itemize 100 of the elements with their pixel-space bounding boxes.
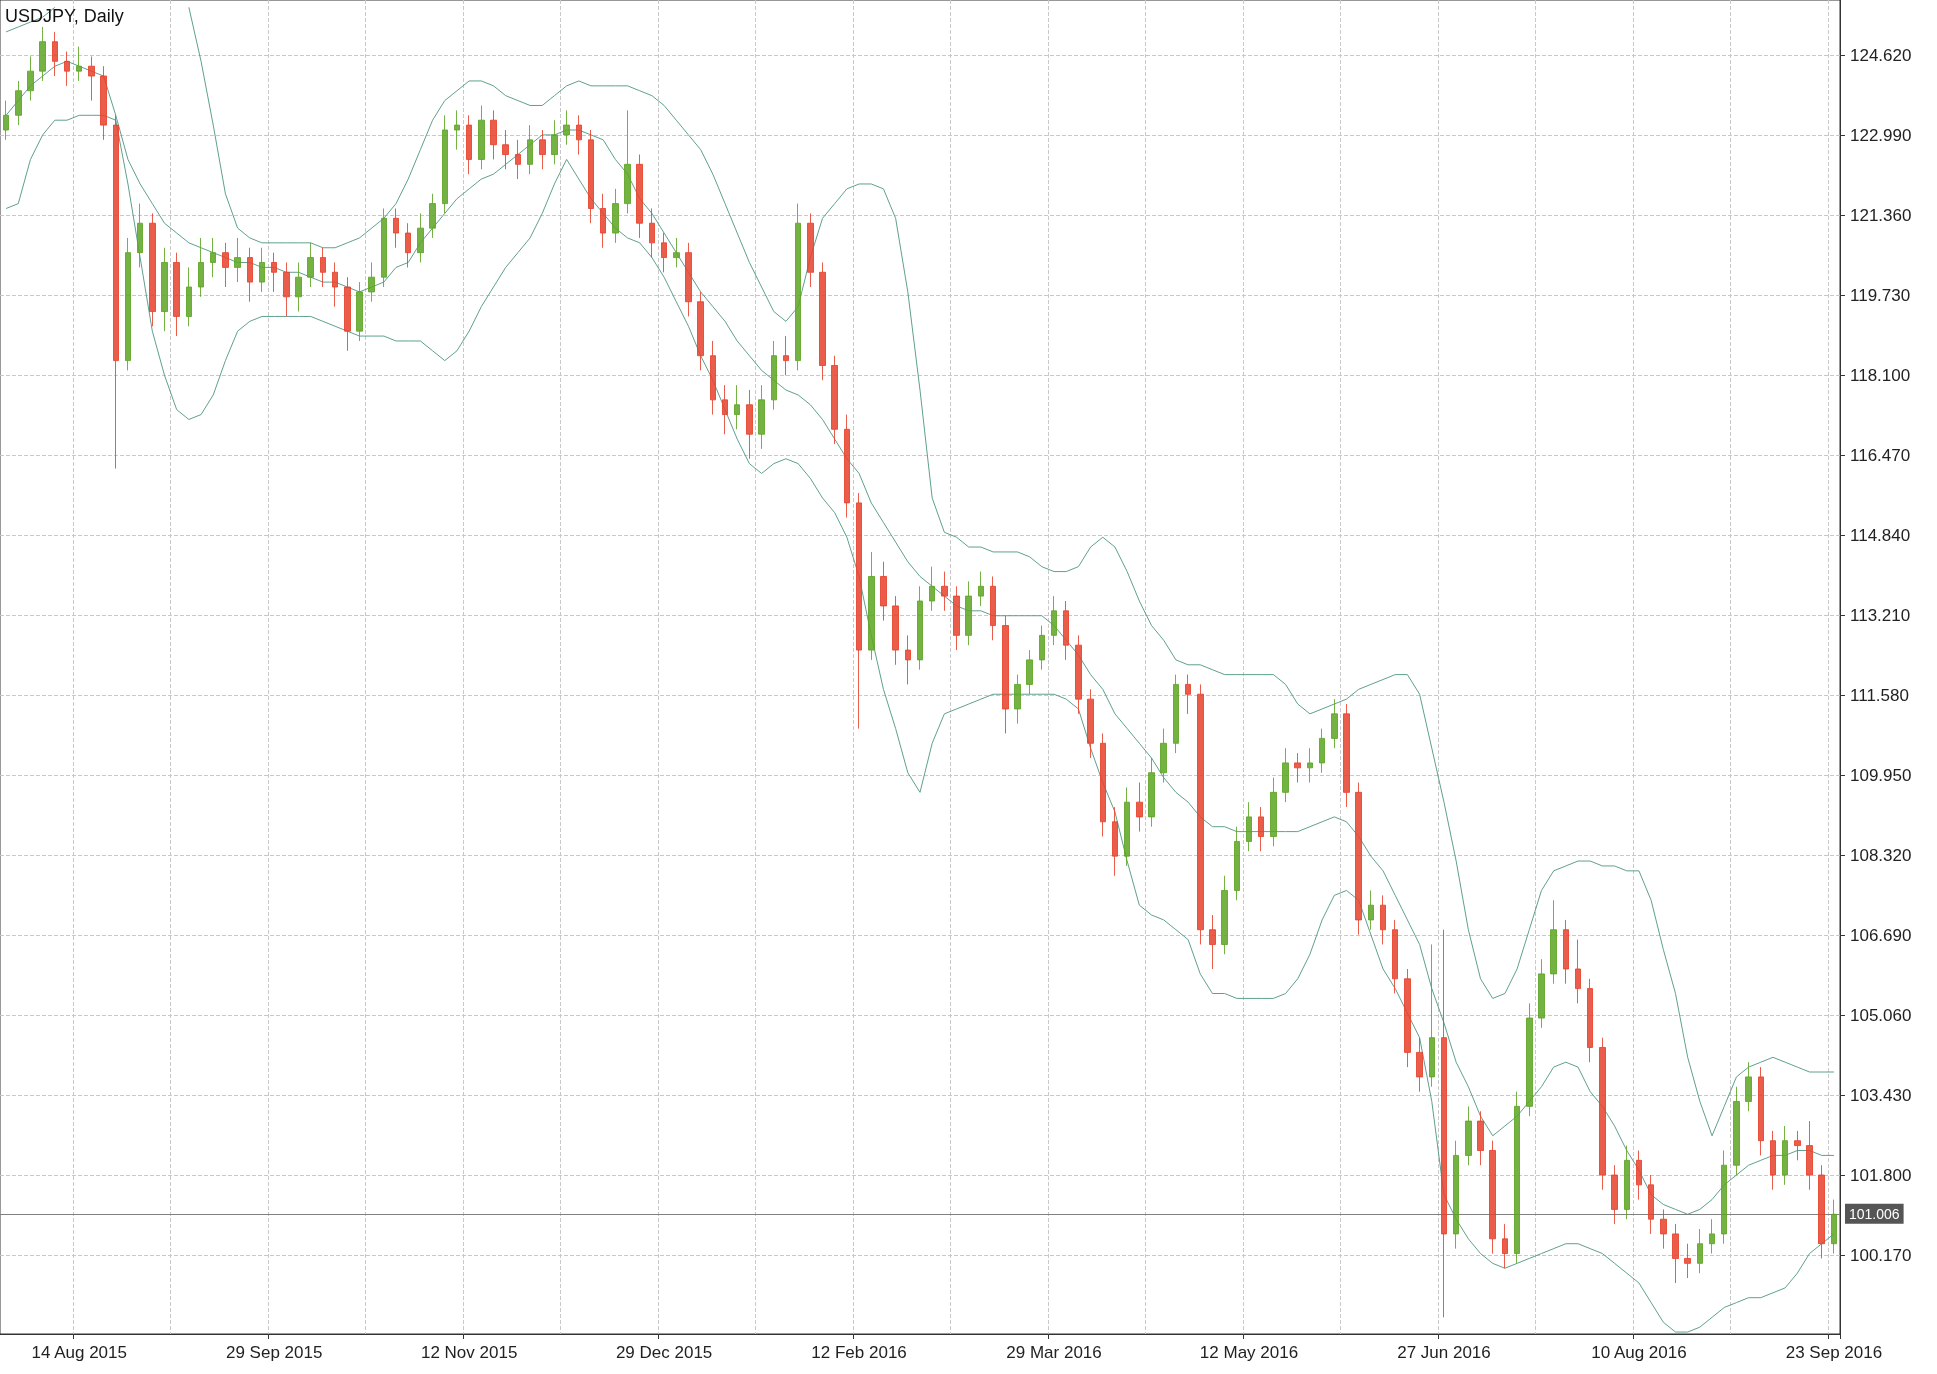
- candlestick: [234, 237, 241, 283]
- candlestick: [1087, 688, 1094, 759]
- candlestick: [1441, 929, 1447, 1318]
- candlestick: [880, 561, 887, 622]
- candlestick: [381, 208, 387, 288]
- candlestick: [1246, 801, 1252, 852]
- candlestick: [1672, 1223, 1679, 1284]
- candlestick: [783, 335, 789, 376]
- candlestick: [856, 492, 862, 730]
- candlestick: [710, 340, 716, 416]
- candlestick: [1221, 875, 1228, 955]
- candlestick: [649, 208, 655, 259]
- candlestick: [1404, 968, 1411, 1068]
- candlestick: [929, 566, 935, 612]
- candlestick: [1392, 919, 1398, 995]
- candlestick: [1794, 1130, 1801, 1161]
- y-tick-label: 105.060: [1850, 1005, 1912, 1025]
- candlestick: [429, 193, 436, 239]
- candlestick: [1648, 1174, 1654, 1235]
- candlestick: [442, 114, 448, 214]
- y-tick-label: 108.320: [1850, 845, 1912, 865]
- candlestick: [1745, 1061, 1752, 1112]
- candlestick: [490, 109, 497, 160]
- candlestick: [1051, 595, 1057, 646]
- candlestick: [807, 212, 814, 288]
- chart-title: USDJPY, Daily: [5, 6, 124, 26]
- candlestick: [1489, 1140, 1496, 1255]
- candlestick: [990, 575, 996, 641]
- candlestick: [3, 100, 9, 141]
- candlestick: [52, 31, 58, 77]
- candlestick: [1355, 782, 1362, 936]
- candlestick: [1538, 958, 1545, 1029]
- candlestick: [161, 247, 168, 332]
- candlestick: [1831, 1199, 1837, 1255]
- y-tick-label: 118.100: [1850, 365, 1911, 385]
- y-tick-label: 103.430: [1850, 1085, 1912, 1105]
- candlestick: [454, 109, 460, 151]
- candlestick: [1209, 914, 1216, 970]
- candlestick: [344, 276, 351, 352]
- candlestick: [1416, 1037, 1423, 1093]
- x-tick-label: 14 Aug 2015: [31, 1343, 127, 1362]
- candlestick: [527, 124, 533, 175]
- candlestick: [1514, 1091, 1520, 1264]
- candlestick: [1429, 943, 1435, 1088]
- candlestick: [1575, 939, 1581, 1004]
- candlestick: [844, 414, 850, 519]
- candlestick: [1465, 1105, 1472, 1166]
- candlestick: [612, 188, 619, 244]
- candlestick: [39, 26, 46, 82]
- y-tick-label: 114.840: [1850, 525, 1911, 545]
- candlestick: [137, 203, 143, 268]
- candlestick: [1709, 1218, 1715, 1255]
- candlestick: [417, 212, 424, 263]
- candlestick: [734, 384, 740, 430]
- candlestick: [1124, 786, 1130, 867]
- candlestick: [1039, 625, 1045, 671]
- x-tick-label: 12 Feb 2016: [811, 1343, 907, 1362]
- candlestick: [600, 193, 606, 249]
- candlestick: [1185, 674, 1191, 715]
- candlestick: [1160, 728, 1167, 784]
- candlestick: [27, 55, 34, 102]
- candlestick: [295, 261, 302, 313]
- candlestick: [771, 340, 777, 411]
- candlestick: [307, 242, 314, 288]
- candlestick: [1758, 1066, 1764, 1156]
- candlestick: [1818, 1164, 1825, 1259]
- candlestick: [636, 154, 643, 239]
- y-tick-label: 109.950: [1850, 765, 1912, 785]
- candlestick: [1660, 1208, 1667, 1250]
- candlestick: [1624, 1145, 1630, 1220]
- candlestick: [697, 291, 704, 371]
- candlestick: [978, 571, 984, 607]
- candlestick: [1721, 1150, 1727, 1245]
- candlestick: [892, 595, 899, 666]
- candlestick: [661, 232, 667, 273]
- candlestick: [953, 585, 960, 651]
- candlestick: [1697, 1228, 1703, 1274]
- candlestick: [198, 237, 204, 298]
- candlestick: [563, 109, 570, 146]
- candlestick: [685, 242, 692, 317]
- candlestick: [746, 389, 753, 460]
- y-tick-label: 101.800: [1850, 1165, 1912, 1185]
- candlestick: [1075, 634, 1082, 715]
- candlestick: [1270, 777, 1277, 847]
- candlestick: [173, 252, 180, 337]
- candlestick: [1550, 899, 1557, 985]
- candlestick: [125, 237, 131, 371]
- candlestick: [1112, 806, 1118, 877]
- x-tick-label: 29 Mar 2016: [1006, 1343, 1102, 1362]
- candlestick: [405, 222, 411, 268]
- x-tick-label: 29 Sep 2015: [225, 1343, 323, 1362]
- candlestick: [1197, 683, 1204, 945]
- candlestick: [551, 119, 558, 165]
- candlestick: [210, 237, 216, 278]
- candlestick: [819, 261, 826, 381]
- candlestick: [356, 281, 363, 342]
- candlestick: [15, 80, 22, 126]
- candlestick: [1014, 674, 1021, 725]
- candlestick: [588, 129, 594, 224]
- candlestick: [758, 384, 765, 450]
